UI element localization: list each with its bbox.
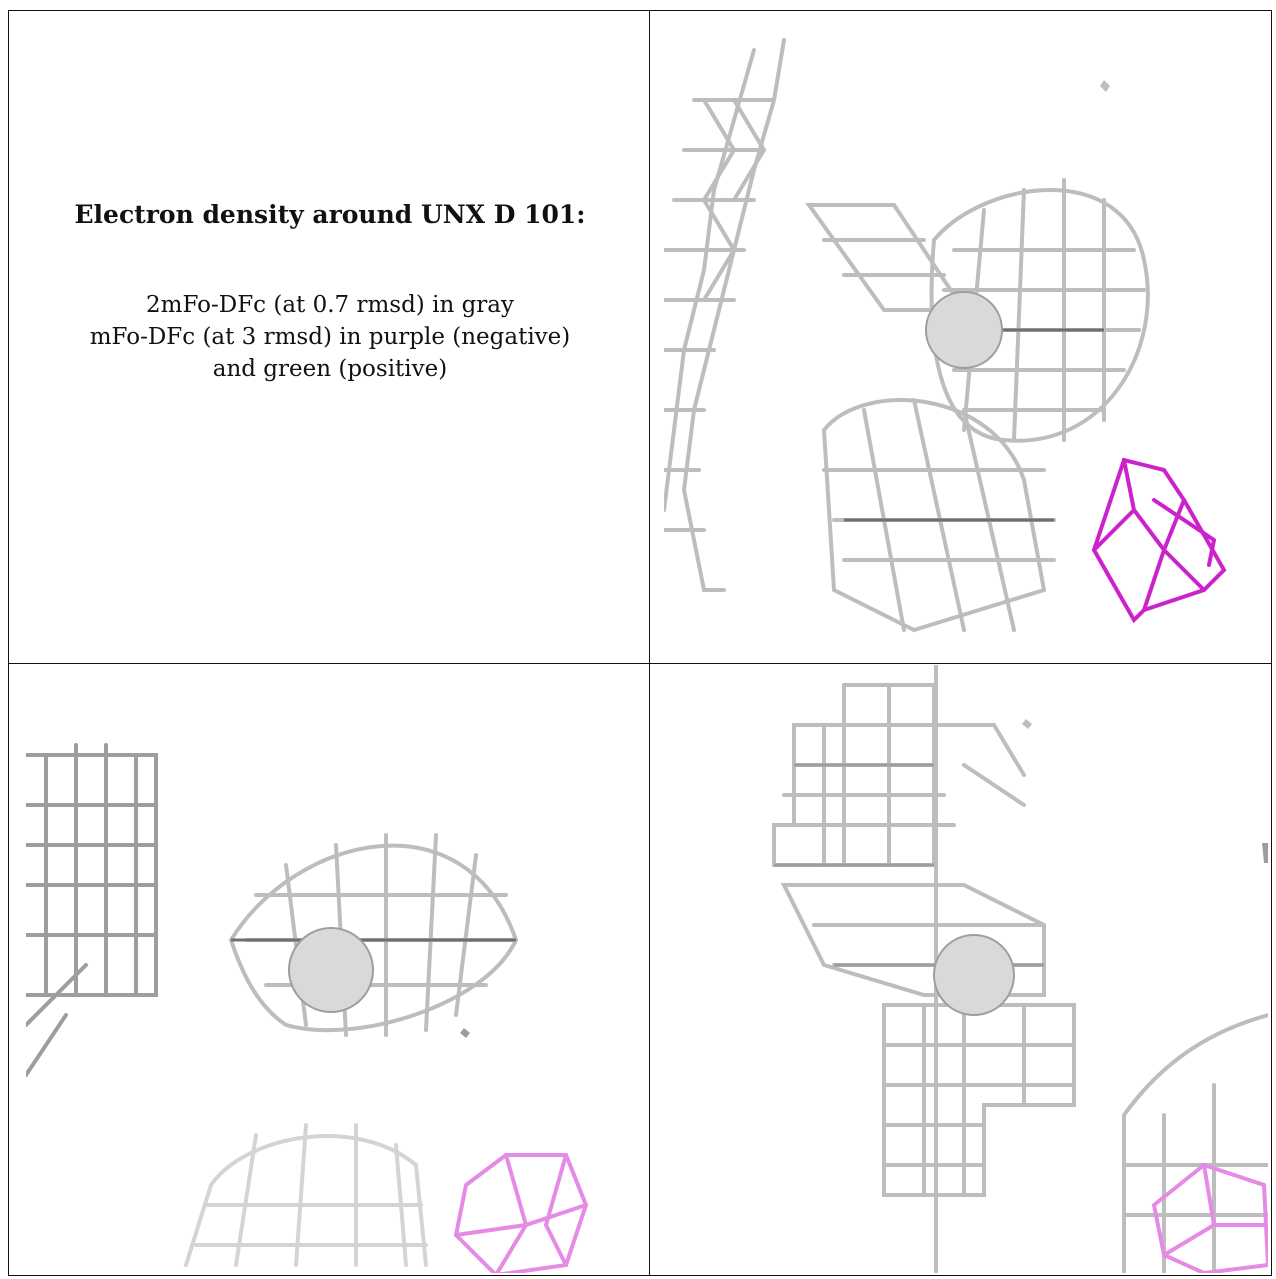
purple-mesh (1091, 457, 1227, 624)
edge-gray-fragment (1262, 843, 1268, 863)
purple-mesh (453, 1153, 589, 1273)
caption-line-3: and green (positive) (212, 356, 448, 382)
density-image-2 (26, 743, 589, 1273)
gray-mesh-right-fragment (1122, 1013, 1268, 1273)
density-view-bottom-right (664, 665, 1268, 1273)
density-image-1 (664, 38, 1227, 633)
density-view-top-right (664, 30, 1268, 638)
gray-mesh-central-blob (805, 178, 1150, 633)
gray-mesh-lower-dome (184, 1123, 428, 1267)
small-gray-fragment (1100, 80, 1110, 92)
atom-sphere (933, 934, 1015, 1016)
small-gray-fragment (460, 1028, 470, 1038)
center-rule (649, 10, 650, 1276)
density-image-3 (772, 665, 1268, 1273)
gray-mesh-central-cage (228, 833, 519, 1037)
caption-cell: Electron density around UNX D 101: 2mFo-… (40, 200, 620, 385)
density-view-bottom-left (26, 665, 626, 1273)
small-gray-fragment (1022, 719, 1032, 729)
gray-mesh-grid (772, 665, 1076, 1273)
gray-mesh-left-cage (26, 743, 158, 1077)
caption-title: Electron density around UNX D 101: (74, 200, 586, 229)
atom-sphere (925, 291, 1003, 369)
left-rule (8, 10, 9, 1276)
right-rule (1271, 10, 1272, 1276)
bottom-rule (8, 1275, 1272, 1276)
caption-line-2: mFo-DFc (at 3 rmsd) in purple (negative) (89, 324, 571, 350)
purple-mesh (1151, 1162, 1268, 1273)
gray-mesh-left-strand (664, 38, 786, 592)
caption-line-1: 2mFo-DFc (at 0.7 rmsd) in gray (146, 292, 514, 318)
atom-sphere (288, 927, 374, 1013)
top-rule (8, 10, 1272, 11)
middle-rule (8, 663, 1272, 664)
